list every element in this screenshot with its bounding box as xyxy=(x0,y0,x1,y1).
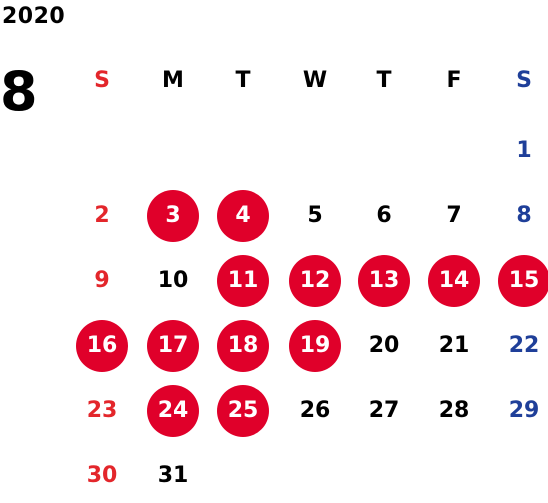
weekday-sat: S xyxy=(516,68,532,93)
highlighted-day-cell: 16 xyxy=(76,320,128,372)
highlighted-day-cell: 18 xyxy=(217,320,269,372)
day-cell: 26 xyxy=(299,398,331,423)
weekday-sun: S xyxy=(94,68,110,93)
day-cell: 22 xyxy=(508,333,540,358)
highlighted-day-cell: 13 xyxy=(358,255,410,307)
day-cell: 20 xyxy=(368,333,400,358)
weekday-thu: T xyxy=(376,68,392,93)
year-label: 2020 xyxy=(2,4,66,29)
day-cell: 31 xyxy=(157,463,189,488)
weekday-fri: F xyxy=(446,68,462,93)
weekday-tue: T xyxy=(235,68,251,93)
highlighted-day-cell: 15 xyxy=(498,255,548,307)
highlighted-day-cell: 14 xyxy=(428,255,480,307)
highlighted-day-cell: 11 xyxy=(217,255,269,307)
day-cell: 10 xyxy=(157,268,189,293)
day-cell: 30 xyxy=(86,463,118,488)
day-cell: 1 xyxy=(516,138,532,163)
month-number: 8 xyxy=(0,60,38,123)
day-cell: 5 xyxy=(307,203,323,228)
highlighted-day-cell: 3 xyxy=(147,190,199,242)
day-cell: 28 xyxy=(438,398,470,423)
day-cell: 9 xyxy=(94,268,110,293)
day-cell: 29 xyxy=(508,398,540,423)
day-cell: 6 xyxy=(376,203,392,228)
highlighted-day-cell: 24 xyxy=(147,385,199,437)
highlighted-day-cell: 17 xyxy=(147,320,199,372)
day-cell: 2 xyxy=(94,203,110,228)
weekday-wed: W xyxy=(302,68,328,93)
day-cell: 21 xyxy=(438,333,470,358)
day-cell: 7 xyxy=(446,203,462,228)
highlighted-day-cell: 12 xyxy=(289,255,341,307)
highlighted-day-cell: 4 xyxy=(217,190,269,242)
highlighted-day-cell: 19 xyxy=(289,320,341,372)
day-cell: 27 xyxy=(368,398,400,423)
highlighted-day-cell: 25 xyxy=(217,385,269,437)
day-cell: 23 xyxy=(86,398,118,423)
weekday-mon: M xyxy=(162,68,184,93)
day-cell: 8 xyxy=(516,203,532,228)
